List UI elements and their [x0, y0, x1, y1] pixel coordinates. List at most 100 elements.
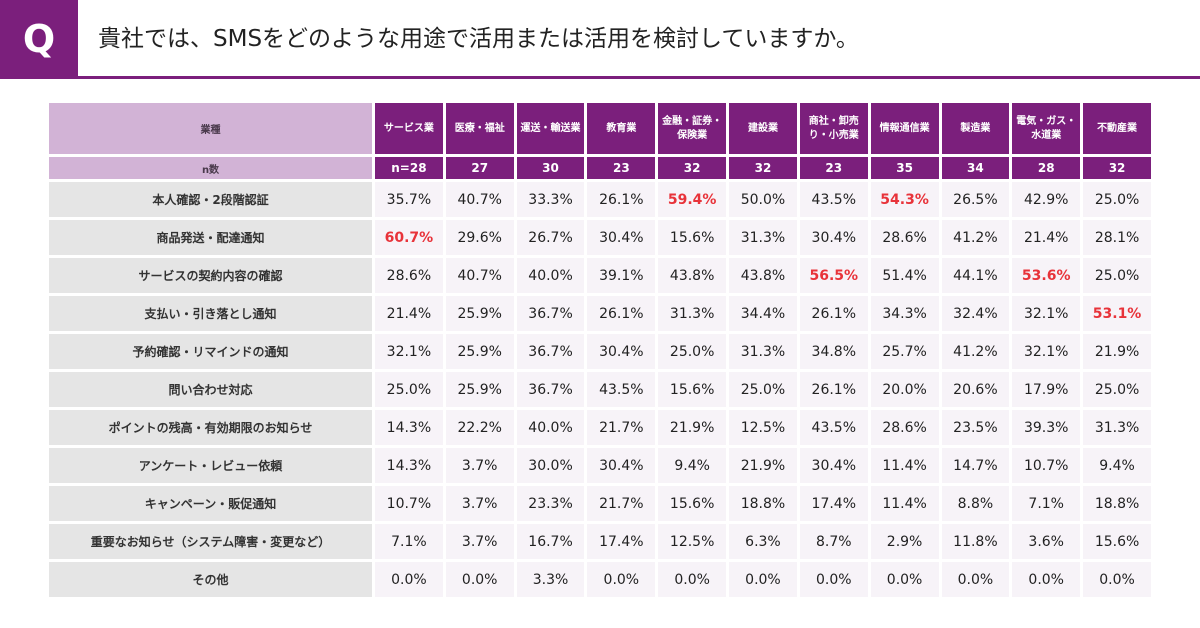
industry-header: 運送・輸送業	[516, 103, 585, 154]
value-cell: 26.1%	[587, 182, 656, 217]
value-cell: 31.3%	[658, 296, 727, 331]
value-cell: 31.3%	[729, 334, 797, 369]
value-cell: 16.7%	[516, 524, 585, 559]
value-cell: 15.6%	[658, 486, 727, 521]
sample-size: 34	[941, 157, 1010, 179]
table-row: 重要なお知らせ（システム障害・変更など） 7.1% 3.7% 16.7% 17.4% 12…	[49, 524, 1151, 559]
value-cell: 0.0%	[941, 562, 1010, 597]
value-cell: 39.3%	[1012, 410, 1081, 445]
sample-size: n=28	[375, 157, 443, 179]
value-cell: 42.9%	[1012, 182, 1081, 217]
sample-size: 27	[445, 157, 514, 179]
value-cell: 26.1%	[587, 296, 656, 331]
value-cell: 43.5%	[799, 410, 868, 445]
value-cell: 21.9%	[729, 448, 797, 483]
value-cell: 43.8%	[658, 258, 727, 293]
value-cell: 30.4%	[587, 334, 656, 369]
value-cell: 0.0%	[375, 562, 443, 597]
row-label: その他	[49, 562, 372, 597]
industry-header-row: 業種 サービス業 医療・福祉 運送・輸送業 教育業 金融・証券・保険業 建設業 商社・卸売り…	[49, 103, 1151, 154]
value-cell: 40.7%	[445, 182, 514, 217]
question-badge: Q	[0, 0, 78, 78]
value-cell: 29.6%	[445, 220, 514, 255]
value-cell: 20.0%	[870, 372, 939, 407]
value-cell: 23.5%	[941, 410, 1010, 445]
sample-size: 23	[799, 157, 868, 179]
value-cell: 11.4%	[870, 486, 939, 521]
sample-size: 35	[870, 157, 939, 179]
value-cell: 34.4%	[729, 296, 797, 331]
results-table: 業種 サービス業 医療・福祉 運送・輸送業 教育業 金融・証券・保険業 建設業 商社・卸売り…	[46, 100, 1154, 600]
value-cell: 25.0%	[1083, 372, 1151, 407]
row-label: 問い合わせ対応	[49, 372, 372, 407]
value-cell: 41.2%	[941, 220, 1010, 255]
value-cell: 9.4%	[1083, 448, 1151, 483]
value-cell: 6.3%	[729, 524, 797, 559]
value-cell: 25.0%	[729, 372, 797, 407]
sample-size: 32	[1083, 157, 1151, 179]
row-label: キャンペーン・販促通知	[49, 486, 372, 521]
value-cell: 21.9%	[658, 410, 727, 445]
industry-header: 電気・ガス・水道業	[1012, 103, 1081, 154]
value-cell: 25.0%	[658, 334, 727, 369]
value-cell: 0.0%	[445, 562, 514, 597]
value-cell: 30.4%	[587, 448, 656, 483]
value-cell: 28.6%	[375, 258, 443, 293]
value-cell: 25.9%	[445, 372, 514, 407]
value-cell: 14.3%	[375, 448, 443, 483]
value-cell: 43.5%	[587, 372, 656, 407]
value-cell: 18.8%	[1083, 486, 1151, 521]
table-row: 支払い・引き落とし通知 21.4% 25.9% 36.7% 26.1% 31.3% 34.4…	[49, 296, 1151, 331]
header: Q 貴社では、SMSをどのような用途で活用または活用を検討していますか。	[0, 0, 1200, 79]
value-cell: 39.1%	[587, 258, 656, 293]
value-cell: 30.4%	[799, 448, 868, 483]
value-cell: 36.7%	[516, 296, 585, 331]
value-cell: 41.2%	[941, 334, 1010, 369]
value-cell: 33.3%	[516, 182, 585, 217]
value-cell: 26.5%	[941, 182, 1010, 217]
value-cell: 0.0%	[587, 562, 656, 597]
value-cell: 25.9%	[445, 296, 514, 331]
table-row: ポイントの残高・有効期限のお知らせ 14.3% 22.2% 40.0% 21.7% 21.…	[49, 410, 1151, 445]
value-cell: 44.1%	[941, 258, 1010, 293]
value-cell: 7.1%	[375, 524, 443, 559]
value-cell: 34.3%	[870, 296, 939, 331]
value-cell: 25.0%	[375, 372, 443, 407]
value-cell: 17.9%	[1012, 372, 1081, 407]
value-cell: 14.7%	[941, 448, 1010, 483]
value-cell: 17.4%	[799, 486, 868, 521]
table-row: 問い合わせ対応 25.0% 25.9% 36.7% 43.5% 15.6% 25.0% 26.…	[49, 372, 1151, 407]
value-cell: 32.1%	[1012, 296, 1081, 331]
value-cell: 40.0%	[516, 410, 585, 445]
row-label: 支払い・引き落とし通知	[49, 296, 372, 331]
value-cell: 3.3%	[516, 562, 585, 597]
value-cell: 59.4%	[658, 182, 727, 217]
value-cell: 12.5%	[658, 524, 727, 559]
sample-size: 32	[729, 157, 797, 179]
value-cell: 60.7%	[375, 220, 443, 255]
value-cell: 7.1%	[1012, 486, 1081, 521]
value-cell: 23.3%	[516, 486, 585, 521]
industry-header: 金融・証券・保険業	[658, 103, 727, 154]
value-cell: 32.1%	[1012, 334, 1081, 369]
value-cell: 25.0%	[1083, 258, 1151, 293]
value-cell: 9.4%	[658, 448, 727, 483]
value-cell: 30.4%	[799, 220, 868, 255]
value-cell: 15.6%	[1083, 524, 1151, 559]
industry-header: 医療・福祉	[445, 103, 514, 154]
header-divider	[0, 76, 1200, 79]
value-cell: 34.8%	[799, 334, 868, 369]
value-cell: 53.1%	[1083, 296, 1151, 331]
value-cell: 32.4%	[941, 296, 1010, 331]
value-cell: 56.5%	[799, 258, 868, 293]
value-cell: 31.3%	[1083, 410, 1151, 445]
row-label: ポイントの残高・有効期限のお知らせ	[49, 410, 372, 445]
sample-size-row: n数 n=28 27 30 23 32 32 23 35 34 28 32	[49, 157, 1151, 179]
industry-header: 教育業	[587, 103, 656, 154]
sample-size: 30	[516, 157, 585, 179]
value-cell: 43.5%	[799, 182, 868, 217]
value-cell: 51.4%	[870, 258, 939, 293]
value-cell: 0.0%	[729, 562, 797, 597]
value-cell: 3.6%	[1012, 524, 1081, 559]
value-cell: 26.7%	[516, 220, 585, 255]
